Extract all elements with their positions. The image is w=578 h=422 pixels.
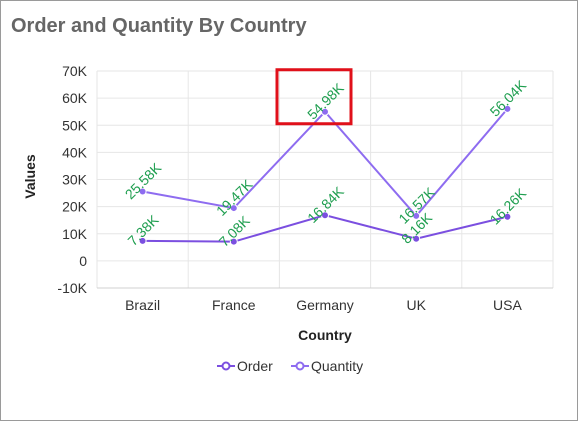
data-point-order xyxy=(503,212,512,221)
data-point-order xyxy=(412,234,421,243)
legend-marker-order xyxy=(221,361,231,371)
y-tick-label: 20K xyxy=(62,199,88,215)
data-point-order xyxy=(138,236,147,245)
y-tick-label: 40K xyxy=(62,144,88,160)
y-tick-label: 60K xyxy=(62,90,88,106)
data-point-quantity xyxy=(412,211,421,220)
legend-label-order: Order xyxy=(237,358,273,374)
data-label-quantity: 19.47K xyxy=(213,176,256,219)
x-tick-label: Brazil xyxy=(125,297,160,313)
legend-marker-quantity xyxy=(295,361,305,371)
legend-label-quantity: Quantity xyxy=(311,358,363,374)
data-point-quantity xyxy=(503,104,512,113)
data-label-quantity: 54.98K xyxy=(304,79,347,122)
y-tick-label: -10K xyxy=(57,280,87,296)
y-tick-label: 50K xyxy=(62,117,88,133)
y-tick-label: 70K xyxy=(62,63,88,79)
x-tick-label: UK xyxy=(406,297,426,313)
x-axis-title: Country xyxy=(298,327,352,343)
data-point-quantity xyxy=(138,187,147,196)
x-tick-label: France xyxy=(212,297,256,313)
data-point-quantity xyxy=(229,204,238,213)
highlight-box xyxy=(275,68,353,126)
x-tick-label: Germany xyxy=(296,297,354,313)
data-label-order: 16.26K xyxy=(487,184,530,227)
data-point-order xyxy=(229,237,238,246)
y-axis-title: Values xyxy=(22,154,38,199)
data-point-order xyxy=(321,211,329,220)
y-tick-label: 0 xyxy=(79,253,87,269)
chart-title: Order and Quantity By Country xyxy=(11,15,307,37)
y-tick-label: 10K xyxy=(62,226,88,242)
data-label-quantity: 25.58K xyxy=(122,159,165,202)
data-point-quantity xyxy=(321,107,329,116)
y-tick-label: 30K xyxy=(62,172,88,188)
x-tick-label: USA xyxy=(493,297,522,313)
